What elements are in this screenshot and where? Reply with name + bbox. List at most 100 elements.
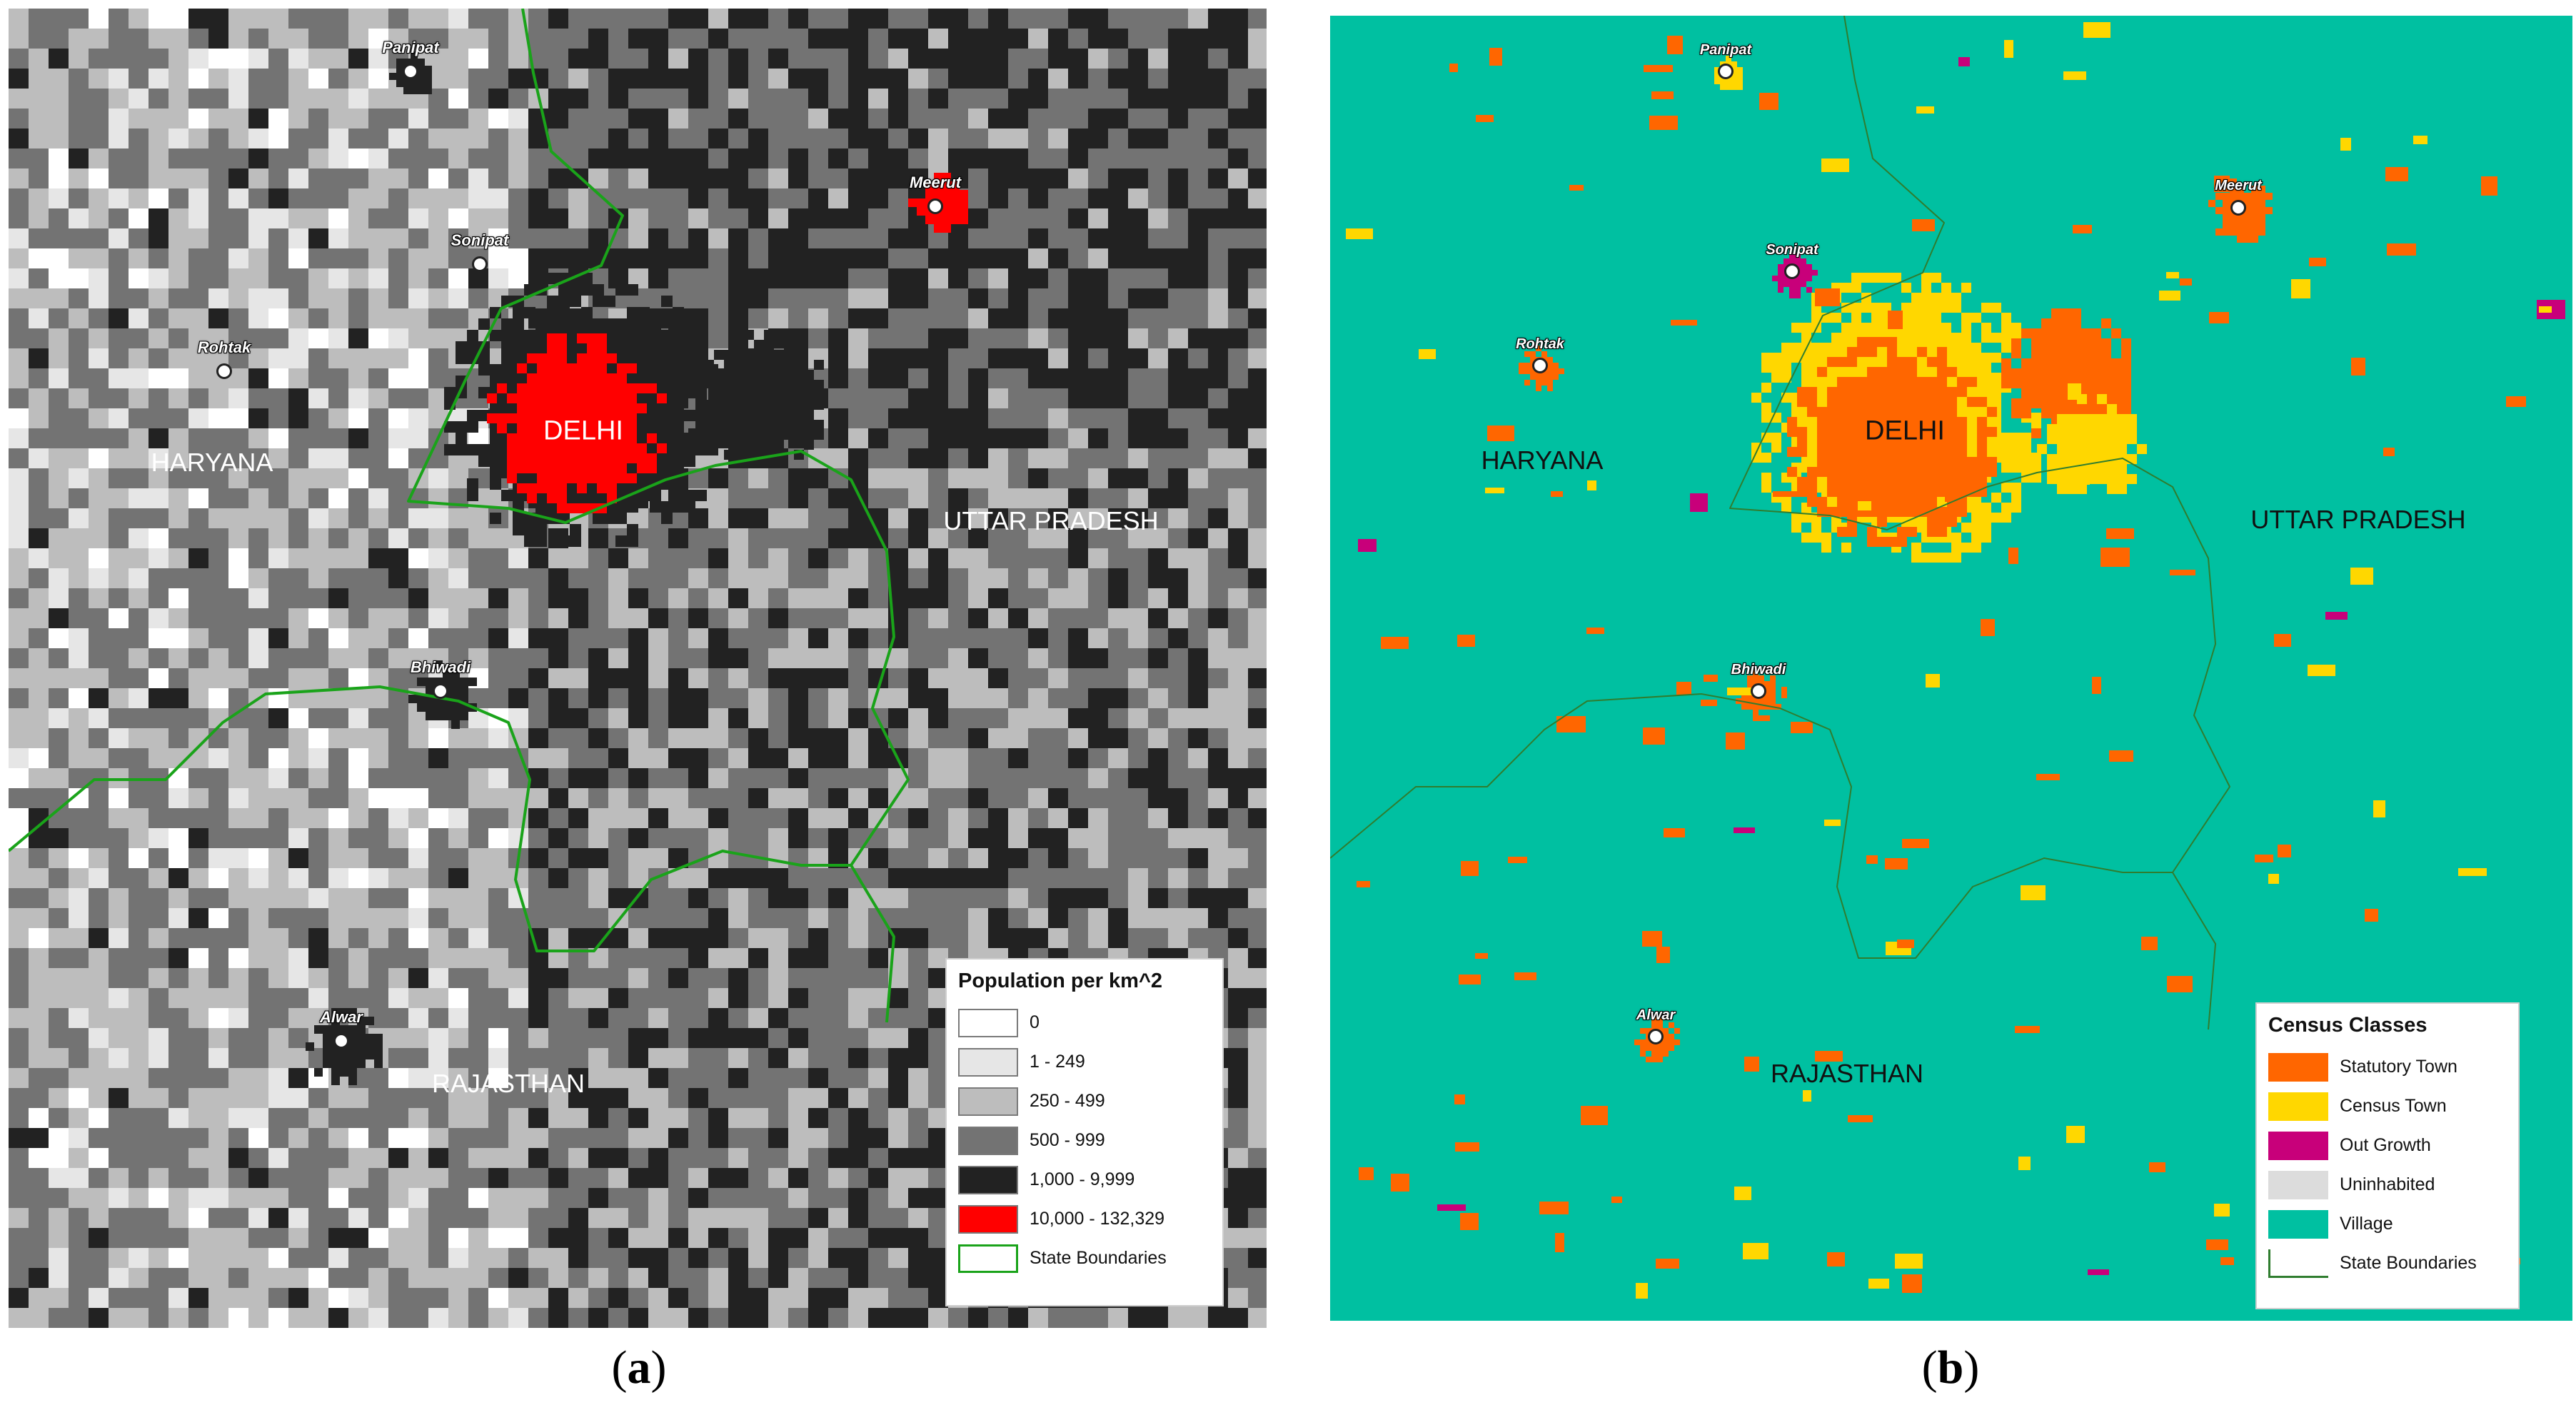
legend-label: State Boundaries: [2340, 1253, 2477, 1273]
settlement-patch: [1704, 675, 1718, 682]
legend-swatch: [2268, 1052, 2328, 1082]
settlement-patch: [2166, 272, 2179, 278]
settlement-patch: [2308, 665, 2335, 676]
settlement-patch: [2141, 937, 2158, 950]
settlement-patch: [2066, 1126, 2085, 1143]
settlement-patch: [2015, 1026, 2040, 1033]
settlement-patch: [1455, 1142, 1479, 1152]
settlement-patch: [1981, 619, 1995, 636]
legend-label: 0: [1030, 1012, 1040, 1032]
settlement-patch: [1555, 1233, 1564, 1252]
settlement-patch: [1671, 320, 1697, 326]
bhiwadi-density: [408, 660, 477, 729]
region-label-rajasthan: RAJASTHAN: [431, 1069, 585, 1098]
settlement-patch: [1791, 722, 1813, 733]
settlement-patch: [2387, 243, 2416, 256]
region-label-haryana: HARYANA: [151, 448, 273, 477]
settlement-patch: [2385, 167, 2408, 181]
settlement-patch: [1743, 1243, 1769, 1259]
settlement-patch: [2351, 358, 2365, 376]
settlement-patch: [2325, 612, 2348, 620]
legend-label: Statutory Town: [2340, 1057, 2457, 1077]
legend-item: 500 - 999: [958, 1121, 1211, 1160]
delhi-statutory-town: [1787, 337, 1997, 547]
settlement-patch: [1656, 947, 1670, 963]
settlement-patch: [2170, 570, 2195, 575]
settlement-patch: [1734, 827, 1755, 833]
legend-item: 1,000 - 9,999: [958, 1160, 1211, 1199]
settlement-patch: [1475, 953, 1488, 959]
settlement-patch: [1676, 682, 1691, 695]
settlement-patch: [1514, 972, 1536, 980]
settlement-patch: [1916, 106, 1934, 114]
settlement-patch: [1895, 1254, 1923, 1269]
legend-item: 250 - 499: [958, 1082, 1211, 1121]
settlement-patch: [1346, 228, 1373, 239]
settlement-patch: [1897, 940, 1914, 948]
settlement-patch: [2106, 528, 2134, 539]
city-marker-bhiwadi: [1751, 683, 1766, 699]
settlement-patch: [2291, 279, 2310, 298]
settlement-patch: [2350, 568, 2373, 585]
legend-label: Census Town: [2340, 1096, 2447, 1116]
legend-swatch: [2268, 1131, 2328, 1160]
city-label-sonipat: Sonipat: [1766, 242, 1818, 258]
caption-b: (b): [1921, 1341, 1980, 1394]
settlement-patch: [2149, 1162, 2165, 1172]
settlement-patch: [1888, 311, 1903, 329]
settlement-patch: [1744, 1057, 1759, 1072]
settlement-patch: [1587, 480, 1596, 490]
legend-label: Village: [2340, 1214, 2393, 1234]
legend-swatch: [958, 1204, 1018, 1234]
settlement-patch: [1902, 839, 1929, 848]
settlement-patch: [2214, 1204, 2230, 1217]
settlement-patch: [1461, 861, 1479, 876]
settlement-patch: [2278, 845, 2291, 857]
region-label-uttar-pradesh: UTTAR PRADESH: [943, 506, 1159, 535]
settlement-patch: [1485, 488, 1504, 493]
settlement-patch: [2309, 258, 2326, 266]
settlement-patch: [1726, 732, 1745, 750]
settlement-patch: [1460, 1213, 1479, 1230]
settlement-patch: [1885, 858, 1908, 870]
caption-letter: b: [1937, 1341, 1964, 1394]
settlement-patch: [1449, 64, 1458, 72]
settlement-patch: [2365, 909, 2378, 922]
settlement-patch: [1419, 349, 1436, 359]
settlement-patch: [1381, 637, 1409, 649]
settlement-patch: [1815, 1051, 1843, 1062]
settlement-patch: [2340, 138, 2351, 151]
city-label-alwar: Alwar: [320, 1008, 363, 1026]
settlement-patch: [1773, 491, 1801, 497]
state-boundary-line: [1729, 16, 2230, 1030]
city-label-alwar: Alwar: [1636, 1007, 1676, 1023]
settlement-patch: [2100, 548, 2130, 567]
legend-swatch: [2268, 1170, 2328, 1199]
settlement-patch: [1358, 539, 1377, 552]
settlement-patch: [2021, 885, 2046, 900]
settlement-patch: [2167, 976, 2193, 992]
city-label-meerut: Meerut: [2215, 178, 2262, 193]
settlement-patch: [1759, 93, 1778, 110]
caption-a: (a): [611, 1341, 667, 1394]
city-marker-sonipat: [1784, 263, 1800, 279]
legend-item: 10,000 - 132,329: [958, 1199, 1211, 1239]
legend-label: 250 - 499: [1030, 1091, 1105, 1111]
legend-item: Census Town: [2268, 1087, 2507, 1126]
settlement-patch: [1551, 491, 1563, 497]
settlement-patch: [2159, 291, 2180, 301]
settlement-patch: [1848, 1115, 1873, 1122]
settlement-patch: [2068, 383, 2081, 400]
settlement-patch: [1734, 1187, 1751, 1200]
settlement-patch: [2209, 312, 2229, 323]
city-label-bhiwadi: Bhiwadi: [410, 658, 471, 676]
census-classes-map: DELHI HARYANA UTTAR PRADESH RAJASTHAN Pa…: [1330, 16, 2572, 1321]
legend-item: Uninhabited: [2268, 1165, 2507, 1204]
legend-item: Statutory Town: [2268, 1047, 2507, 1087]
settlement-patch: [1454, 1094, 1465, 1104]
settlement-patch: [1581, 1106, 1608, 1125]
settlement-patch: [1664, 828, 1685, 837]
settlement-patch: [1858, 501, 1871, 510]
settlement-patch: [2180, 278, 2192, 286]
settlement-patch: [1459, 975, 1481, 985]
